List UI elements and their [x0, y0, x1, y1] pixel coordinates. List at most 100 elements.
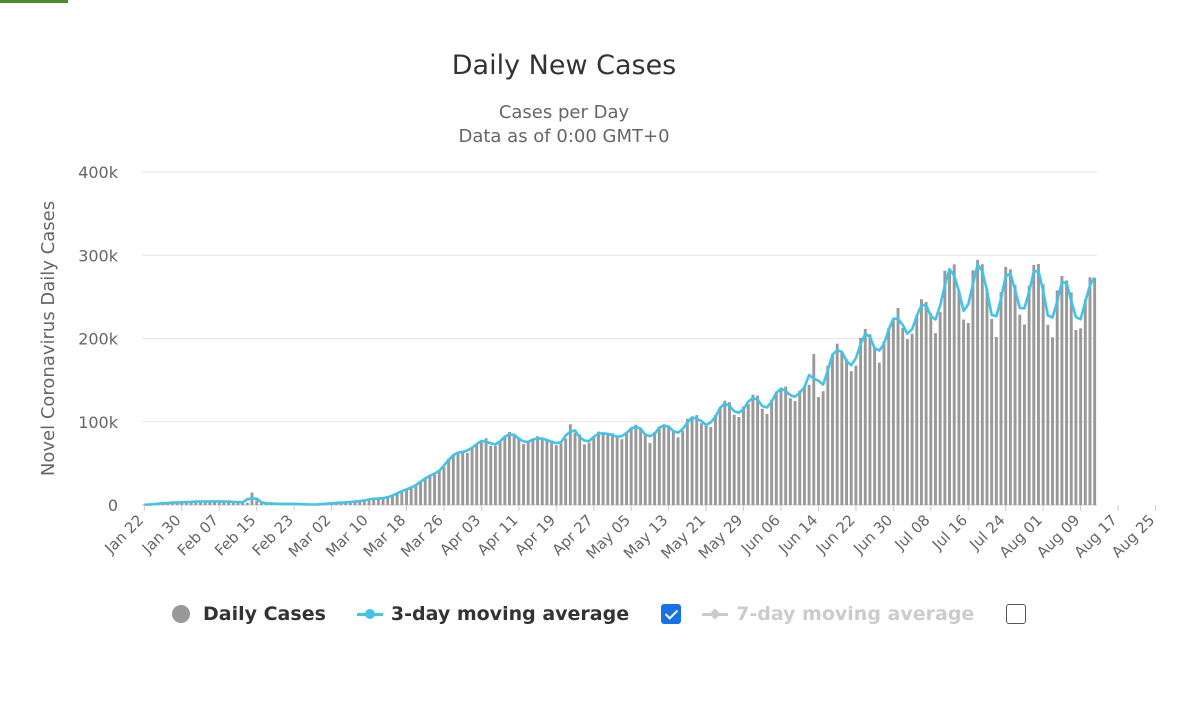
three-day-average-line [144, 263, 1096, 506]
daily-cases-bar [877, 362, 881, 505]
daily-cases-bar [924, 302, 928, 505]
x-tick-label: Jul 16 [928, 511, 971, 554]
checkbox-3-day-average[interactable] [661, 604, 682, 624]
daily-cases-bar [788, 398, 792, 505]
daily-cases-bar [690, 418, 694, 505]
legend-item-3-day-average[interactable]: 3-day moving average [356, 603, 629, 625]
daily-cases-bar [353, 501, 357, 505]
daily-cases-bar [592, 436, 596, 505]
daily-cases-bar [582, 444, 586, 505]
daily-cases-bar [718, 407, 722, 505]
daily-cases-bar [760, 408, 764, 505]
y-tick-label: 300k [78, 246, 119, 265]
daily-cases-bar [676, 437, 680, 505]
daily-cases-bar [414, 485, 418, 505]
daily-cases-bar [372, 498, 376, 505]
daily-cases-bar [601, 433, 605, 505]
chart-title: Daily New Cases [451, 50, 677, 81]
daily-cases-bar [255, 500, 259, 505]
daily-cases-bar [503, 436, 507, 505]
daily-cases-bar [1013, 284, 1017, 505]
daily-cases-bar [203, 501, 207, 505]
daily-cases-bar [540, 439, 544, 505]
daily-cases-bar [817, 397, 820, 505]
daily-cases-bar [489, 445, 493, 505]
daily-cases-bar [615, 437, 619, 505]
daily-cases-bar [943, 270, 947, 505]
daily-cases-bar [798, 390, 802, 505]
daily-cases-bar [849, 371, 853, 505]
daily-cases-bar [367, 499, 371, 505]
daily-cases-bar [999, 292, 1003, 505]
daily-cases-bar [648, 442, 652, 505]
daily-cases-bar [620, 439, 624, 505]
daily-cases-bar [994, 337, 998, 505]
daily-cases-bar [929, 313, 933, 505]
daily-cases-bar [236, 502, 240, 505]
daily-cases-bar [662, 424, 666, 505]
daily-cases-bar [896, 308, 900, 505]
chart-legend: Daily Cases 3-day moving average 7-day m… [172, 603, 1027, 625]
legend-label-daily-cases: Daily Cases [203, 603, 326, 625]
y-tick-label: 0 [108, 496, 118, 515]
x-tick-label: Mar 26 [397, 511, 447, 561]
daily-cases-bar [901, 327, 905, 505]
daily-cases-bar [508, 431, 511, 505]
daily-cases-bar [826, 365, 830, 505]
daily-cases-bar [1069, 292, 1073, 505]
daily-cases-bar [1051, 337, 1054, 505]
daily-cases-bar [657, 426, 661, 505]
daily-cases-bar [802, 386, 806, 505]
x-tick-label: Jun 06 [737, 511, 784, 558]
daily-cases-bar [419, 482, 422, 505]
daily-cases-bar [990, 319, 994, 505]
daily-cases-bar [451, 454, 455, 505]
daily-cases-bar [751, 394, 755, 505]
diamond-marker-icon [702, 605, 729, 623]
daily-cases-bar [194, 501, 198, 505]
daily-cases-bar [891, 320, 895, 505]
daily-cases-bar [391, 495, 394, 505]
daily-cases-bar [699, 423, 703, 505]
daily-cases-bar [962, 319, 966, 505]
daily-cases-bar [545, 440, 549, 505]
daily-cases-bar [564, 438, 568, 505]
legend-item-7-day-average[interactable]: 7-day moving average [702, 603, 974, 625]
daily-cases-bar [629, 428, 633, 505]
legend-item-daily-cases[interactable]: Daily Cases [172, 603, 326, 625]
x-tick-label: Jul 08 [891, 511, 934, 554]
line-marker-icon [356, 605, 383, 623]
daily-cases-bar [887, 327, 891, 505]
daily-cases-bar [245, 502, 249, 505]
checkbox-7-day-average[interactable] [1006, 604, 1027, 624]
daily-cases-bar [905, 339, 909, 505]
daily-cases-bar [606, 434, 610, 505]
x-tick-label: Apr 19 [511, 511, 559, 559]
daily-cases-bar [980, 264, 984, 505]
daily-cases-bar [784, 386, 788, 505]
daily-cases-bar [362, 500, 366, 505]
x-tick-label: Apr 03 [436, 511, 484, 559]
daily-cases-bar [568, 424, 572, 505]
daily-cases-bar [742, 406, 746, 505]
daily-cases-bar [1046, 324, 1050, 505]
daily-cases-bar [1083, 299, 1087, 505]
daily-cases-bar [840, 352, 844, 505]
daily-cases-bar [409, 487, 413, 505]
daily-cases-bar [728, 402, 731, 505]
daily-cases-bar [831, 354, 834, 505]
daily-cases-bar [812, 354, 816, 505]
daily-cases-bar [756, 395, 760, 505]
daily-cases-bar [639, 427, 643, 505]
x-tick-label: Jun 22 [812, 511, 859, 558]
daily-cases-bar [952, 264, 956, 505]
daily-cases-bar [381, 498, 385, 505]
daily-cases-bar [573, 432, 577, 505]
daily-cases-bar [1060, 276, 1064, 505]
daily-cases-bar [484, 438, 488, 505]
daily-cases-bar [910, 333, 914, 505]
daily-cases-bar [859, 337, 863, 505]
daily-cases-bar [517, 437, 521, 505]
daily-cases-bar [526, 442, 530, 505]
